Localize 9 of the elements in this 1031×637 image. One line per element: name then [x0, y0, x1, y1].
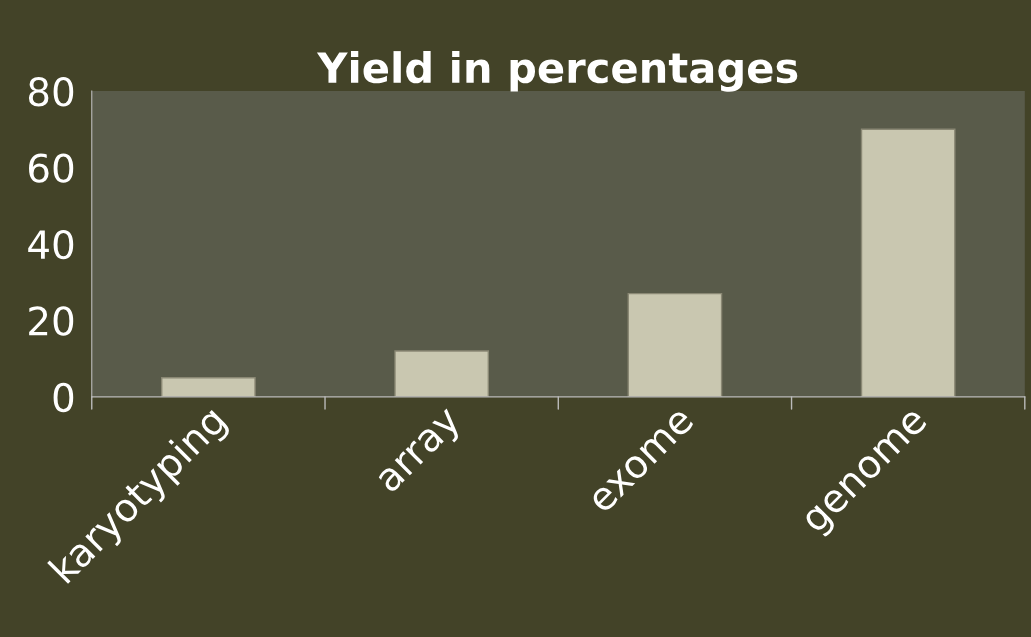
y-tick-label: 20 [29, 306, 74, 336]
y-tick-label: 60 [29, 153, 74, 183]
bar [627, 292, 723, 397]
y-tick-label: 80 [28, 77, 74, 107]
bar [860, 128, 956, 397]
chart-title: Yield in percentages [316, 51, 798, 92]
bar [161, 377, 256, 397]
bar [394, 350, 490, 397]
y-tick-label: 40 [28, 229, 74, 260]
